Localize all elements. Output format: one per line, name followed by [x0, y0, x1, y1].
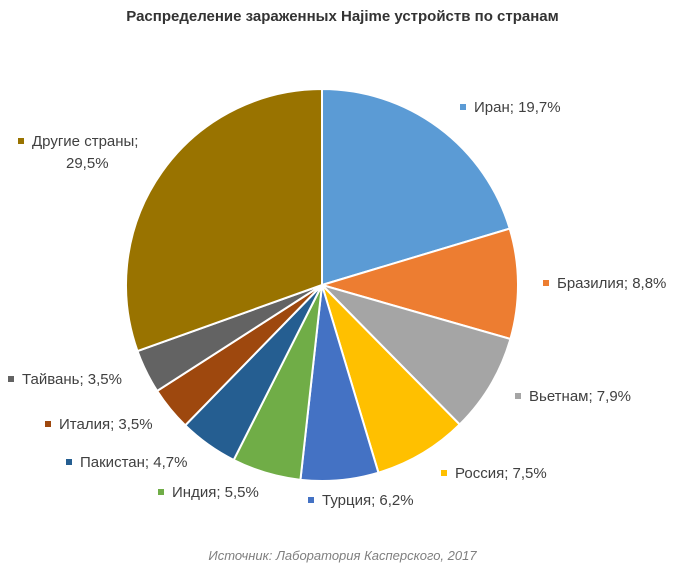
slice-label-8: Италия; 3,5% [59, 416, 153, 433]
label-marker-7 [66, 459, 72, 465]
slice-label-2: Бразилия; 8,8% [557, 275, 666, 292]
pie-slice-1 [321, 87, 511, 287]
pie-slice-10 [124, 87, 323, 353]
chart-source: Источник: Лаборатория Касперского, 2017 [208, 548, 477, 563]
label-marker-6 [158, 489, 164, 495]
pie-slice-4 [321, 284, 462, 474]
label-marker-9 [8, 376, 14, 382]
label-marker-2 [543, 280, 549, 286]
slice-label-4: Россия; 7,5% [455, 465, 547, 482]
slice-label-7: Пакистан; 4,7% [80, 454, 187, 471]
slice-label-3: Вьетнам; 7,9% [529, 388, 631, 405]
slice-label-5: Турция; 6,2% [322, 492, 414, 509]
slice-label-10-value: 29,5% [66, 155, 109, 172]
label-marker-1 [460, 104, 466, 110]
label-marker-4 [441, 470, 447, 476]
label-marker-3 [515, 393, 521, 399]
slice-label-10: Другие страны; [32, 133, 138, 150]
label-marker-5 [308, 497, 314, 503]
chart-title: Распределение зараженных Hajime устройст… [126, 8, 559, 25]
pie-slice-3 [318, 282, 512, 426]
label-marker-8 [45, 421, 51, 427]
slice-label-6: Индия; 5,5% [172, 484, 259, 501]
slice-label-1: Иран; 19,7% [474, 99, 561, 116]
slice-label-9: Тайвань; 3,5% [22, 371, 122, 388]
pie-slice-2 [318, 227, 519, 341]
label-marker-10 [18, 138, 24, 144]
